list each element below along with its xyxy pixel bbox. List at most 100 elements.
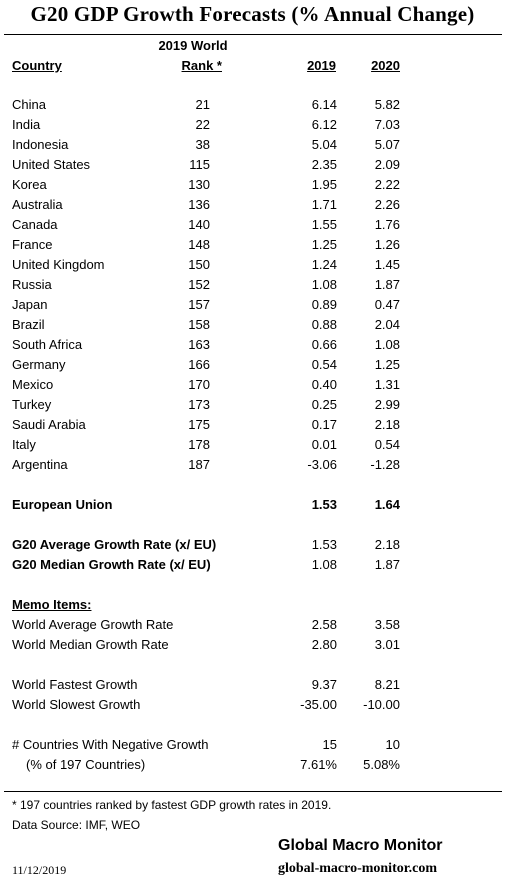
- world-rank: 158: [188, 317, 210, 332]
- growth-2020: 2.18: [374, 417, 400, 432]
- table-row: Saudi Arabia 175 0.17 2.18: [0, 415, 515, 435]
- country-name: Turkey: [12, 397, 52, 412]
- world-median-2019: 2.80: [311, 637, 337, 652]
- g20-median-2020: 1.87: [374, 557, 400, 572]
- growth-2020: 2.22: [374, 177, 400, 192]
- country-name: Germany: [12, 357, 66, 372]
- table-row: China 21 6.14 5.82: [0, 95, 515, 115]
- footer-divider: [4, 791, 502, 792]
- growth-2019: 1.24: [311, 257, 337, 272]
- g20-average-row: G20 Average Growth Rate (x/ EU) 1.53 2.1…: [0, 535, 515, 555]
- year-2020-header: 2020: [371, 58, 400, 73]
- world-fastest-row: World Fastest Growth 9.37 8.21: [0, 675, 515, 695]
- growth-2020: 1.31: [374, 377, 400, 392]
- growth-2020: 1.08: [374, 337, 400, 352]
- world-rank: 148: [188, 237, 210, 252]
- country-name: China: [12, 97, 46, 112]
- growth-2020: 0.47: [374, 297, 400, 312]
- world-fastest-2020: 8.21: [374, 677, 400, 692]
- g20-average-2020: 2.18: [374, 537, 400, 552]
- table-row: Brazil 158 0.88 2.04: [0, 315, 515, 335]
- country-name: Korea: [12, 177, 47, 192]
- negative-count-2019: 15: [322, 737, 337, 752]
- growth-2020: 2.09: [374, 157, 400, 172]
- date-stamp: 11/12/2019: [12, 863, 67, 877]
- table-row: Korea 130 1.95 2.22: [0, 175, 515, 195]
- table-row: United Kingdom 150 1.24 1.45: [0, 255, 515, 275]
- table-row: Japan 157 0.89 0.47: [0, 295, 515, 315]
- brand-url: global-macro-monitor.com: [278, 861, 438, 876]
- world-slowest-2019: -35.00: [300, 697, 337, 712]
- negative-pct-label: (% of 197 Countries): [26, 757, 146, 772]
- world-rank: 130: [188, 177, 210, 192]
- country-name: United States: [12, 157, 91, 172]
- country-header: Country: [12, 58, 62, 73]
- growth-2019: 5.04: [311, 137, 337, 152]
- country-name: Brazil: [12, 317, 45, 332]
- growth-2020: 1.76: [374, 217, 400, 232]
- world-rank: 140: [188, 217, 210, 232]
- country-name: Japan: [12, 297, 48, 312]
- world-rank: 175: [188, 417, 210, 432]
- world-rank: 170: [188, 377, 210, 392]
- table-row: Germany 166 0.54 1.25: [0, 355, 515, 375]
- g20-median-label: G20 Median Growth Rate (x/ EU): [12, 557, 211, 572]
- negative-pct-row: (% of 197 Countries) 7.61% 5.08%: [0, 755, 515, 775]
- table-row: Australia 136 1.71 2.26: [0, 195, 515, 215]
- country-name: Indonesia: [12, 137, 69, 152]
- world-rank: 152: [188, 277, 210, 292]
- brand-name: Global Macro Monitor: [278, 837, 443, 854]
- growth-2020: 2.26: [374, 197, 400, 212]
- table-row: Italy 178 0.01 0.54: [0, 435, 515, 455]
- country-name: Russia: [12, 277, 52, 292]
- world-average-label: World Average Growth Rate: [12, 617, 174, 632]
- growth-2019: 6.14: [311, 97, 337, 112]
- table-row: South Africa 163 0.66 1.08: [0, 335, 515, 355]
- page-title: G20 GDP Growth Forecasts (% Annual Chang…: [30, 2, 475, 26]
- g20-median-row: G20 Median Growth Rate (x/ EU) 1.08 1.87: [0, 555, 515, 575]
- world-median-label: World Median Growth Rate: [12, 637, 169, 652]
- eu-label: European Union: [12, 497, 113, 512]
- negative-count-row: # Countries With Negative Growth 15 10: [0, 735, 515, 755]
- growth-2019: 0.17: [311, 417, 337, 432]
- world-average-2020: 3.58: [374, 617, 400, 632]
- growth-2020: 1.45: [374, 257, 400, 272]
- world-slowest-2020: -10.00: [363, 697, 400, 712]
- growth-2019: 1.95: [311, 177, 337, 192]
- growth-2020: 1.87: [374, 277, 400, 292]
- growth-2019: 0.25: [311, 397, 337, 412]
- growth-2019: 0.01: [311, 437, 337, 452]
- growth-2019: 0.40: [311, 377, 337, 392]
- world-fastest-label: World Fastest Growth: [12, 677, 138, 692]
- world-slowest-label: World Slowest Growth: [12, 697, 141, 712]
- negative-count-label: # Countries With Negative Growth: [12, 737, 209, 752]
- world-rank: 187: [188, 457, 210, 472]
- growth-2020: 2.04: [374, 317, 400, 332]
- world-rank: 178: [188, 437, 210, 452]
- growth-2020: 5.07: [374, 137, 400, 152]
- country-name: Italy: [12, 437, 36, 452]
- country-name: Canada: [12, 217, 58, 232]
- growth-2019: 0.88: [311, 317, 337, 332]
- growth-2019: 0.66: [311, 337, 337, 352]
- world-slowest-row: World Slowest Growth -35.00 -10.00: [0, 695, 515, 715]
- eu-2020: 1.64: [374, 497, 400, 512]
- country-name: France: [12, 237, 53, 252]
- world-rank: 173: [188, 397, 210, 412]
- world-rank: 21: [195, 97, 210, 112]
- world-rank: 166: [188, 357, 210, 372]
- title-divider: [4, 34, 502, 35]
- table-row: Turkey 173 0.25 2.99: [0, 395, 515, 415]
- country-name: South Africa: [12, 337, 83, 352]
- world-rank: 150: [188, 257, 210, 272]
- growth-2020: 5.82: [374, 97, 400, 112]
- world-average-2019: 2.58: [311, 617, 337, 632]
- table-row: Russia 152 1.08 1.87: [0, 275, 515, 295]
- world-median-row: World Median Growth Rate 2.80 3.01: [0, 635, 515, 655]
- country-name: India: [12, 117, 41, 132]
- negative-pct-2020: 5.08%: [363, 757, 400, 772]
- growth-2019: 2.35: [311, 157, 337, 172]
- negative-count-2020: 10: [385, 737, 400, 752]
- table-row: Indonesia 38 5.04 5.07: [0, 135, 515, 155]
- growth-2019: 1.08: [311, 277, 337, 292]
